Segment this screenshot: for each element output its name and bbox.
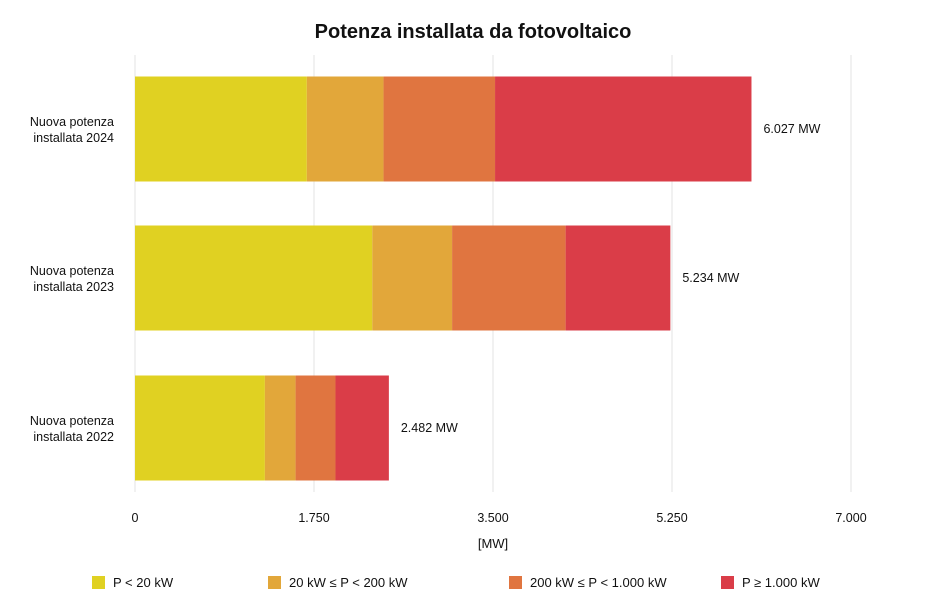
category-labels: Nuova potenza installata 2024 Nuova potenz… xyxy=(30,115,114,444)
legend-label: P < 20 kW xyxy=(113,575,174,590)
category-label: Nuova potenza installata 2022 xyxy=(30,414,114,444)
x-tick-label: 5.250 xyxy=(656,511,687,525)
chart-title: Potenza installata da fotovoltaico xyxy=(315,21,632,43)
legend-swatch xyxy=(92,576,105,589)
total-label: 5.234 MW xyxy=(682,271,739,285)
bar-segment xyxy=(372,225,453,331)
x-tick-label: 3.500 xyxy=(477,511,508,525)
bar-segment xyxy=(135,76,307,182)
bar-segment xyxy=(135,375,265,481)
x-tick-label: 1.750 xyxy=(298,511,329,525)
bar-segment xyxy=(135,225,373,331)
category-label: Nuova potenza installata 2024 xyxy=(30,115,114,145)
bar-segment xyxy=(306,76,384,182)
x-tick-label: 7.000 xyxy=(835,511,866,525)
x-axis-title: [MW] xyxy=(478,536,508,551)
bar-segment xyxy=(452,225,566,331)
bar-segment xyxy=(295,375,336,481)
bar-segment xyxy=(335,375,389,481)
legend-label: P ≥ 1.000 kW xyxy=(742,575,820,590)
category-label: Nuova potenza installata 2023 xyxy=(30,264,114,294)
legend-swatch xyxy=(268,576,281,589)
bars xyxy=(135,76,752,481)
total-labels: 6.027 MW 5.234 MW 2.482 MW xyxy=(401,122,821,435)
legend: P < 20 kW 20 kW ≤ P < 200 kW 200 kW ≤ P < … xyxy=(92,575,820,590)
legend-swatch xyxy=(509,576,522,589)
total-label: 6.027 MW xyxy=(763,122,820,136)
x-tick-labels: 0 1.750 3.500 5.250 7.000 xyxy=(132,511,867,525)
bar-segment xyxy=(565,225,671,331)
x-tick-label: 0 xyxy=(132,511,139,525)
bar-segment xyxy=(495,76,752,182)
bar-segment xyxy=(264,375,296,481)
legend-swatch xyxy=(721,576,734,589)
legend-label: 200 kW ≤ P < 1.000 kW xyxy=(530,575,667,590)
total-label: 2.482 MW xyxy=(401,421,458,435)
bar-segment xyxy=(383,76,496,182)
legend-label: 20 kW ≤ P < 200 kW xyxy=(289,575,408,590)
